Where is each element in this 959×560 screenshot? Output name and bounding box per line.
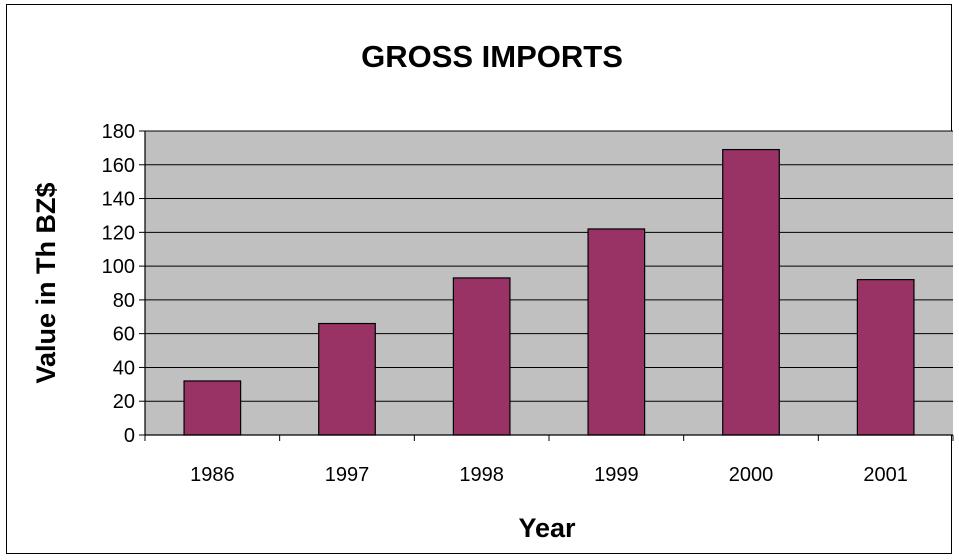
bar-1999 <box>587 228 646 436</box>
x-tick-label: 1986 <box>190 464 235 486</box>
chart-title: GROSS IMPORTS <box>361 39 623 74</box>
y-tick-label: 100 <box>102 256 135 278</box>
bar-1998 <box>452 277 511 436</box>
y-tick-label: 120 <box>102 222 135 244</box>
y-axis-title: Value in Th BZ$ <box>31 182 61 383</box>
bar-2000 <box>722 148 780 436</box>
x-tick-label: 1997 <box>325 464 370 486</box>
y-tick-label: 140 <box>102 189 135 211</box>
bar-1986 <box>183 380 242 436</box>
y-tick-label: 80 <box>113 290 135 312</box>
x-tick-label: 2001 <box>863 464 908 486</box>
x-tick-label: 1998 <box>459 464 504 486</box>
y-tick-label: 60 <box>113 324 135 346</box>
y-tick-label: 0 <box>124 425 135 447</box>
y-tick-label: 40 <box>113 357 135 379</box>
bar-2001 <box>856 279 915 436</box>
y-tick-label: 180 <box>102 121 135 143</box>
plot-area <box>145 131 953 435</box>
y-tick-label: 20 <box>113 391 135 413</box>
x-tick-label: 2000 <box>729 464 774 486</box>
y-tick-label: 160 <box>102 155 135 177</box>
bar-1997 <box>318 322 376 436</box>
x-tick-label: 1999 <box>594 464 639 486</box>
x-axis-title: Year <box>518 513 576 543</box>
